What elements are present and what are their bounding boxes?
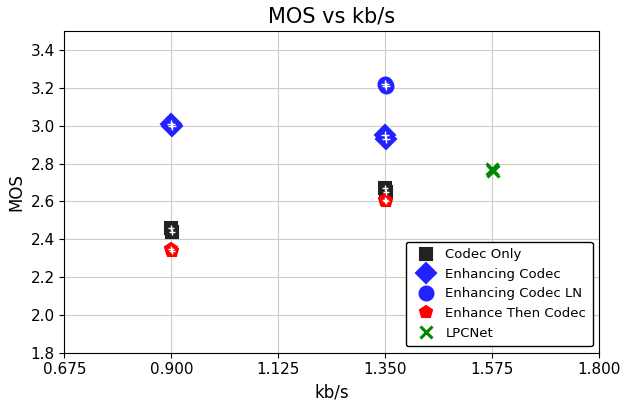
Legend: Codec Only, Enhancing Codec, Enhancing Codec LN, Enhance Then Codec, LPCNet: Codec Only, Enhancing Codec, Enhancing C… [406,242,593,346]
Title: MOS vs kb/s: MOS vs kb/s [268,7,396,27]
X-axis label: kb/s: kb/s [315,383,349,401]
Y-axis label: MOS: MOS [7,173,25,211]
